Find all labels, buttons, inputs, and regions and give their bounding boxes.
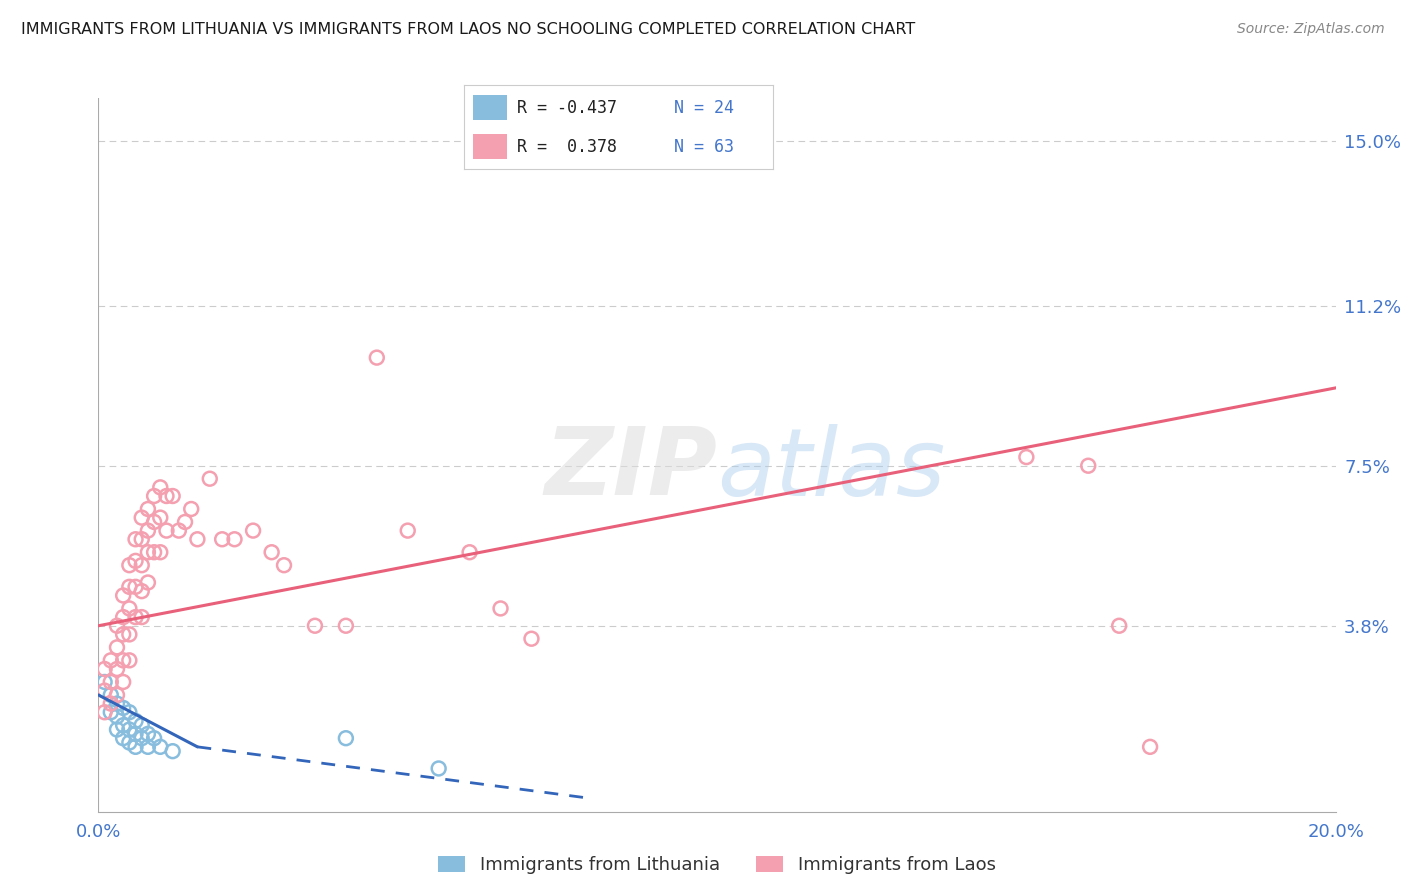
Text: N = 63: N = 63: [675, 137, 734, 155]
Point: [100, 675, 122, 690]
Point: [112, 701, 135, 715]
Point: [396, 524, 419, 538]
Point: [211, 533, 233, 547]
Point: [118, 627, 141, 641]
Point: [162, 744, 184, 758]
Point: [124, 580, 146, 594]
Point: [118, 580, 141, 594]
Point: [149, 545, 172, 559]
Point: [186, 533, 208, 547]
Point: [180, 502, 202, 516]
Text: ZIP: ZIP: [544, 423, 717, 516]
Point: [93, 675, 115, 690]
Point: [143, 515, 166, 529]
Point: [143, 489, 166, 503]
Point: [260, 545, 283, 559]
Point: [335, 731, 357, 746]
Point: [93, 662, 115, 676]
Point: [100, 705, 122, 719]
Point: [93, 705, 115, 719]
Point: [136, 727, 159, 741]
Point: [131, 510, 153, 524]
Point: [105, 688, 128, 702]
Point: [112, 675, 135, 690]
Point: [520, 632, 543, 646]
Point: [112, 653, 135, 667]
Point: [105, 640, 128, 655]
Text: IMMIGRANTS FROM LITHUANIA VS IMMIGRANTS FROM LAOS NO SCHOOLING COMPLETED CORRELA: IMMIGRANTS FROM LITHUANIA VS IMMIGRANTS …: [21, 22, 915, 37]
Point: [124, 739, 146, 754]
Point: [112, 589, 135, 603]
Point: [105, 662, 128, 676]
Point: [112, 627, 135, 641]
Point: [136, 502, 159, 516]
Point: [100, 653, 122, 667]
Point: [489, 601, 512, 615]
Point: [124, 554, 146, 568]
Point: [118, 723, 141, 737]
Point: [366, 351, 388, 365]
Point: [131, 731, 153, 746]
Point: [131, 718, 153, 732]
Point: [273, 558, 295, 573]
Point: [118, 558, 141, 573]
Point: [124, 714, 146, 728]
Point: [155, 524, 177, 538]
Point: [167, 524, 190, 538]
Point: [100, 688, 122, 702]
Point: [136, 545, 159, 559]
Text: R = -0.437: R = -0.437: [516, 99, 617, 117]
Point: [149, 510, 172, 524]
Text: atlas: atlas: [717, 424, 945, 515]
Point: [1015, 450, 1038, 464]
Point: [136, 739, 159, 754]
Point: [174, 515, 197, 529]
Point: [105, 619, 128, 633]
Point: [105, 723, 128, 737]
Point: [131, 584, 153, 599]
Point: [136, 524, 159, 538]
Point: [304, 619, 326, 633]
Point: [143, 545, 166, 559]
Point: [1108, 619, 1130, 633]
Point: [136, 575, 159, 590]
Point: [118, 653, 141, 667]
Point: [112, 718, 135, 732]
Point: [131, 533, 153, 547]
Point: [427, 762, 450, 776]
Point: [105, 697, 128, 711]
Text: N = 24: N = 24: [675, 99, 734, 117]
Point: [124, 727, 146, 741]
Point: [1077, 458, 1099, 473]
Point: [100, 697, 122, 711]
Point: [131, 610, 153, 624]
Point: [105, 709, 128, 723]
Point: [124, 610, 146, 624]
Point: [162, 489, 184, 503]
Point: [118, 705, 141, 719]
Bar: [474, 95, 508, 120]
Point: [224, 533, 246, 547]
Point: [335, 619, 357, 633]
Point: [143, 731, 166, 746]
Point: [131, 558, 153, 573]
Point: [124, 533, 146, 547]
Point: [93, 683, 115, 698]
Legend: Immigrants from Lithuania, Immigrants from Laos: Immigrants from Lithuania, Immigrants fr…: [432, 848, 1002, 881]
Point: [118, 601, 141, 615]
Point: [118, 735, 141, 749]
Bar: [474, 134, 508, 160]
Point: [155, 489, 177, 503]
Point: [198, 472, 221, 486]
Point: [149, 480, 172, 494]
Point: [149, 739, 172, 754]
Point: [458, 545, 481, 559]
Point: [242, 524, 264, 538]
Text: Source: ZipAtlas.com: Source: ZipAtlas.com: [1237, 22, 1385, 37]
Point: [112, 610, 135, 624]
Text: R =  0.378: R = 0.378: [516, 137, 617, 155]
Point: [1139, 739, 1161, 754]
Point: [112, 731, 135, 746]
